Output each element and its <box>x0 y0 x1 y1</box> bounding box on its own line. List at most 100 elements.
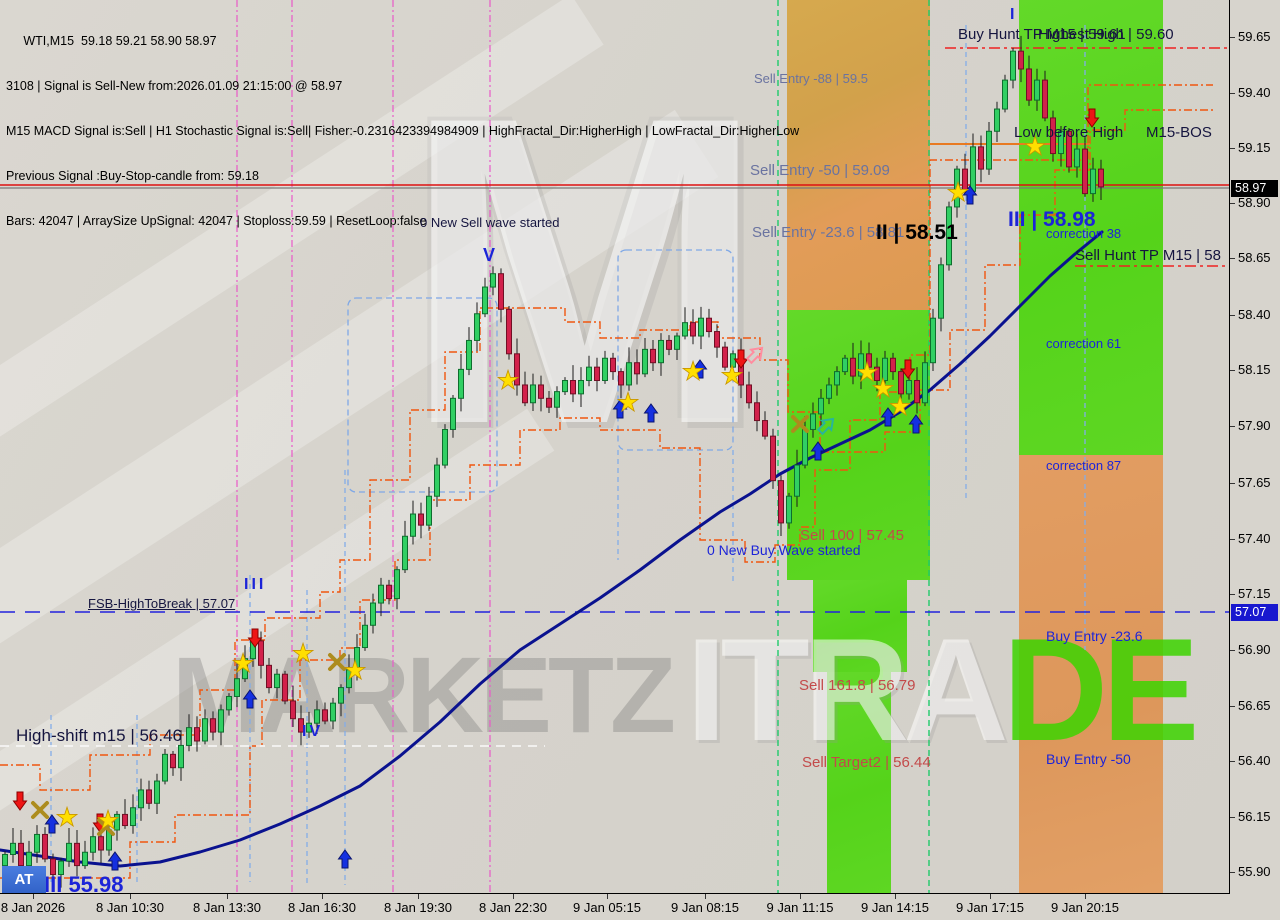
buy-arrow-icon <box>107 851 123 871</box>
sell-arrow-icon <box>12 791 28 811</box>
symbol-info-block: WTI,M15 59.18 59.21 58.90 58.97 3108 | S… <box>6 4 799 259</box>
annotation-label: Sell Entry -88 | 59.5 <box>754 71 868 86</box>
time-axis-label: 9 Jan 17:15 <box>956 900 1024 915</box>
time-axis-label: 9 Jan 14:15 <box>861 900 929 915</box>
star-marker-icon: ★ <box>720 361 743 391</box>
buy-arrow-icon <box>908 414 924 434</box>
time-axis-tick <box>895 894 896 899</box>
annotation-label: III 55.98 <box>44 872 124 894</box>
time-axis-tick <box>705 894 706 899</box>
price-axis-tick <box>1230 203 1235 204</box>
price-axis-tick <box>1230 817 1235 818</box>
sell-arrow-icon <box>247 628 263 648</box>
candlestick-series <box>2 35 1104 888</box>
price-axis-label: 55.90 <box>1238 864 1271 879</box>
price-axis-label: 56.40 <box>1238 753 1271 768</box>
price-axis-tick <box>1230 93 1235 94</box>
buy-arrow-icon <box>242 689 258 709</box>
price-axis-label: 59.15 <box>1238 140 1271 155</box>
price-axis-tick <box>1230 370 1235 371</box>
price-marker-box: 58.97 <box>1231 180 1278 197</box>
annotation-label: Sell 100 | 57.45 <box>800 527 904 544</box>
time-axis-tick <box>607 894 608 899</box>
time-axis-tick <box>322 894 323 899</box>
time-axis-tick <box>130 894 131 899</box>
star-marker-icon: ★ <box>888 392 911 422</box>
annotation-label: correction 61 <box>1046 336 1122 351</box>
star-marker-icon: ★ <box>96 806 119 836</box>
star-marker-icon: ★ <box>946 178 969 208</box>
price-axis-tick <box>1230 706 1235 707</box>
annotation-label: M15-BOS <box>1146 124 1212 141</box>
chart-plot-area[interactable]: M MARKETZ ITRADE ★ ★ ★ ★ ★ ★ ★ ★ ★ ★ ★ ★ ★ ★ WTI,M15 … <box>0 0 1230 894</box>
annotation-label: Highest High | 59.60 <box>1038 26 1174 43</box>
price-axis-label: 57.65 <box>1238 475 1271 490</box>
buy-arrow-icon <box>880 407 896 427</box>
price-axis-tick <box>1230 37 1235 38</box>
time-axis-label: 9 Jan 05:15 <box>573 900 641 915</box>
price-axis-label: 57.40 <box>1238 531 1271 546</box>
price-axis-tick <box>1230 483 1235 484</box>
broker-logo-watermark: M <box>402 25 767 515</box>
price-axis-tick <box>1230 426 1235 427</box>
chart-canvas[interactable]: ★ ★★ ★★★★★ ★ ★★★★★ <box>0 0 1229 893</box>
cross-marker-icon <box>97 818 115 836</box>
at-button[interactable]: AT <box>2 866 46 893</box>
time-axis-label: 8 Jan 19:30 <box>384 900 452 915</box>
watermark-text-trade: ITRADE <box>686 606 1200 774</box>
buy-arrow-icon <box>962 185 978 205</box>
time-axis-label: 8 Jan 16:30 <box>288 900 356 915</box>
buy-arrow-icon <box>643 403 659 423</box>
watermark-text-itra: ITRA <box>686 608 1009 771</box>
bars-line: Bars: 42047 | ArraySize UpSignal: 42047 … <box>6 214 427 228</box>
buy-arrow-icon <box>44 814 60 834</box>
sell-arrow-icon <box>900 359 916 379</box>
price-axis-label: 58.40 <box>1238 307 1271 322</box>
time-axis-label: 9 Jan 20:15 <box>1051 900 1119 915</box>
price-axis[interactable]: 59.65 59.40 59.15 58.90 58.65 58.40 58.15 57.90… <box>1230 0 1280 894</box>
annotation-label: IV <box>302 723 324 740</box>
star-marker-icon: ★ <box>231 649 254 679</box>
price-axis-label: 56.65 <box>1238 698 1271 713</box>
cross-marker-icon <box>791 415 809 433</box>
star-marker-icon: ★ <box>871 374 894 404</box>
star-marker-icon: ★ <box>1023 132 1046 162</box>
quote-line: WTI,M15 59.18 59.21 58.90 58.97 <box>6 34 217 48</box>
star-marker-icon: ★ <box>291 639 314 669</box>
price-axis-tick <box>1230 258 1235 259</box>
fractal-band-lines <box>0 84 1213 879</box>
annotation-label: 0 New Buy Wave started <box>707 542 861 558</box>
annotation-label: Sell Hunt TP M15 | 58 <box>1075 247 1221 264</box>
price-axis-tick <box>1230 148 1235 149</box>
annotation-label: II | 58.51 <box>876 221 958 244</box>
annotation-label: High-shift m15 | 56.46 <box>16 726 182 745</box>
hollow-arrow-icon <box>816 417 835 436</box>
annotation-label: Sell Entry -23.6 | 58.81 <box>752 224 905 241</box>
time-axis-tick <box>227 894 228 899</box>
moving-average-line <box>0 230 1104 868</box>
annotation-label: III | 58.98 <box>1008 208 1096 231</box>
time-axis-tick <box>418 894 419 899</box>
price-axis-label: 57.90 <box>1238 418 1271 433</box>
annotation-label: V <box>483 245 496 265</box>
annotation-label: 0 New Sell wave started <box>420 215 560 230</box>
annotation-label: Buy Entry -50 <box>1046 751 1131 767</box>
cross-marker-icon <box>31 801 49 819</box>
watermark-text-de: DE <box>1002 608 1200 771</box>
price-axis-label: 58.15 <box>1238 362 1271 377</box>
sell-target-zone-narrow <box>827 672 891 893</box>
time-axis[interactable]: 8 Jan 2026 8 Jan 10:30 8 Jan 13:30 8 Jan 16… <box>0 894 1280 920</box>
annotation-label: correction 38 <box>1046 226 1122 241</box>
price-axis-label: 56.15 <box>1238 809 1271 824</box>
hollow-arrow-icon <box>745 346 764 365</box>
time-axis-label: 8 Jan 22:30 <box>479 900 547 915</box>
previous-signal-line: Previous Signal :Buy-Stop-candle from: 5… <box>6 169 259 183</box>
signal-line: 3108 | Signal is Sell-New from:2026.01.0… <box>6 79 343 93</box>
time-axis-label: 8 Jan 13:30 <box>193 900 261 915</box>
price-axis-label: 59.65 <box>1238 29 1271 44</box>
annotation-label: Sell 161.8 | 56.79 <box>799 677 916 694</box>
indicator-line: M15 MACD Signal is:Sell | H1 Stochastic … <box>6 124 800 138</box>
cross-marker-icon <box>328 653 346 671</box>
time-axis-tick <box>513 894 514 899</box>
